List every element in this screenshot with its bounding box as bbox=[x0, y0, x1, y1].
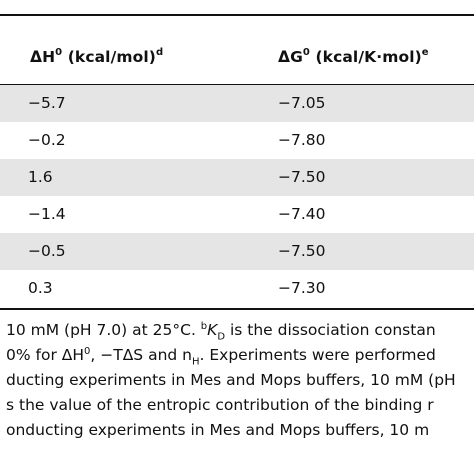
header-delta-g-superscript: 0 bbox=[302, 47, 310, 58]
header-delta-h: ΔH0 (kcal/mol)d bbox=[30, 47, 164, 67]
delta-g-cell: −7.40 bbox=[278, 205, 326, 223]
table-header-row: ΔH0 (kcal/mol)d ΔG0 (kcal/K·mol)e bbox=[0, 16, 474, 84]
footnote-line-3: ducting experiments in Mes and Mops buff… bbox=[6, 371, 456, 389]
footnote-mark: b bbox=[200, 321, 208, 332]
table-top-rule bbox=[0, 14, 474, 16]
table-row: −5.7 −7.05 bbox=[0, 85, 474, 122]
footnote-subscript: D bbox=[217, 331, 226, 343]
header-delta-g: ΔG0 (kcal/K·mol)e bbox=[278, 47, 429, 67]
table-bottom-rule bbox=[0, 308, 474, 310]
delta-h-cell: 1.6 bbox=[28, 168, 53, 186]
footnote-superscript: 0 bbox=[84, 346, 91, 357]
delta-g-cell: −7.30 bbox=[278, 279, 326, 297]
delta-h-cell: −0.2 bbox=[28, 131, 66, 149]
table-row: −0.2 −7.80 bbox=[0, 122, 474, 159]
delta-g-cell: −7.80 bbox=[278, 131, 326, 149]
footnote-symbol: K bbox=[207, 321, 218, 340]
footnote-text: . Experiments were performed bbox=[199, 346, 436, 365]
footnote-text: 0% for ΔH bbox=[6, 346, 85, 365]
header-delta-h-unit: (kcal/mol) bbox=[62, 48, 156, 67]
header-delta-g-footnote-mark: e bbox=[421, 47, 429, 58]
header-delta-g-symbol: ΔG bbox=[278, 48, 303, 67]
delta-h-cell: −0.5 bbox=[28, 242, 66, 260]
header-delta-h-superscript: 0 bbox=[55, 47, 63, 58]
delta-g-cell: −7.50 bbox=[278, 242, 326, 260]
footnote-text: , −TΔS and n bbox=[90, 346, 192, 365]
delta-h-cell: −5.7 bbox=[28, 94, 66, 112]
delta-h-cell: −1.4 bbox=[28, 205, 66, 223]
delta-h-cell: 0.3 bbox=[28, 279, 53, 297]
table-row: 1.6 −7.50 bbox=[0, 159, 474, 196]
footnote-line-4: s the value of the entropic contribution… bbox=[6, 396, 434, 414]
footnote-text: 10 mM (pH 7.0) at 25°C. bbox=[6, 321, 201, 340]
delta-g-cell: −7.50 bbox=[278, 168, 326, 186]
delta-g-cell: −7.05 bbox=[278, 94, 326, 112]
footnote-line-5: onducting experiments in Mes and Mops bu… bbox=[6, 421, 430, 439]
footnote-line-1: 10 mM (pH 7.0) at 25°C. bKD is the disso… bbox=[6, 321, 436, 342]
table-row: −1.4 −7.40 bbox=[0, 196, 474, 233]
header-delta-h-footnote-mark: d bbox=[155, 47, 164, 58]
table-header-rule bbox=[0, 84, 474, 85]
table-row: 0.3 −7.30 bbox=[0, 270, 474, 307]
header-delta-h-symbol: ΔH bbox=[30, 48, 56, 67]
header-delta-g-unit: (kcal/K·mol) bbox=[309, 48, 422, 67]
footnote-text: is the dissociation constan bbox=[225, 321, 436, 340]
footnote-line-2: 0% for ΔH0, −TΔS and nH. Experiments wer… bbox=[6, 346, 436, 367]
table-row: −0.5 −7.50 bbox=[0, 233, 474, 270]
footnote-subscript: H bbox=[191, 356, 200, 368]
top-margin bbox=[0, 0, 474, 14]
